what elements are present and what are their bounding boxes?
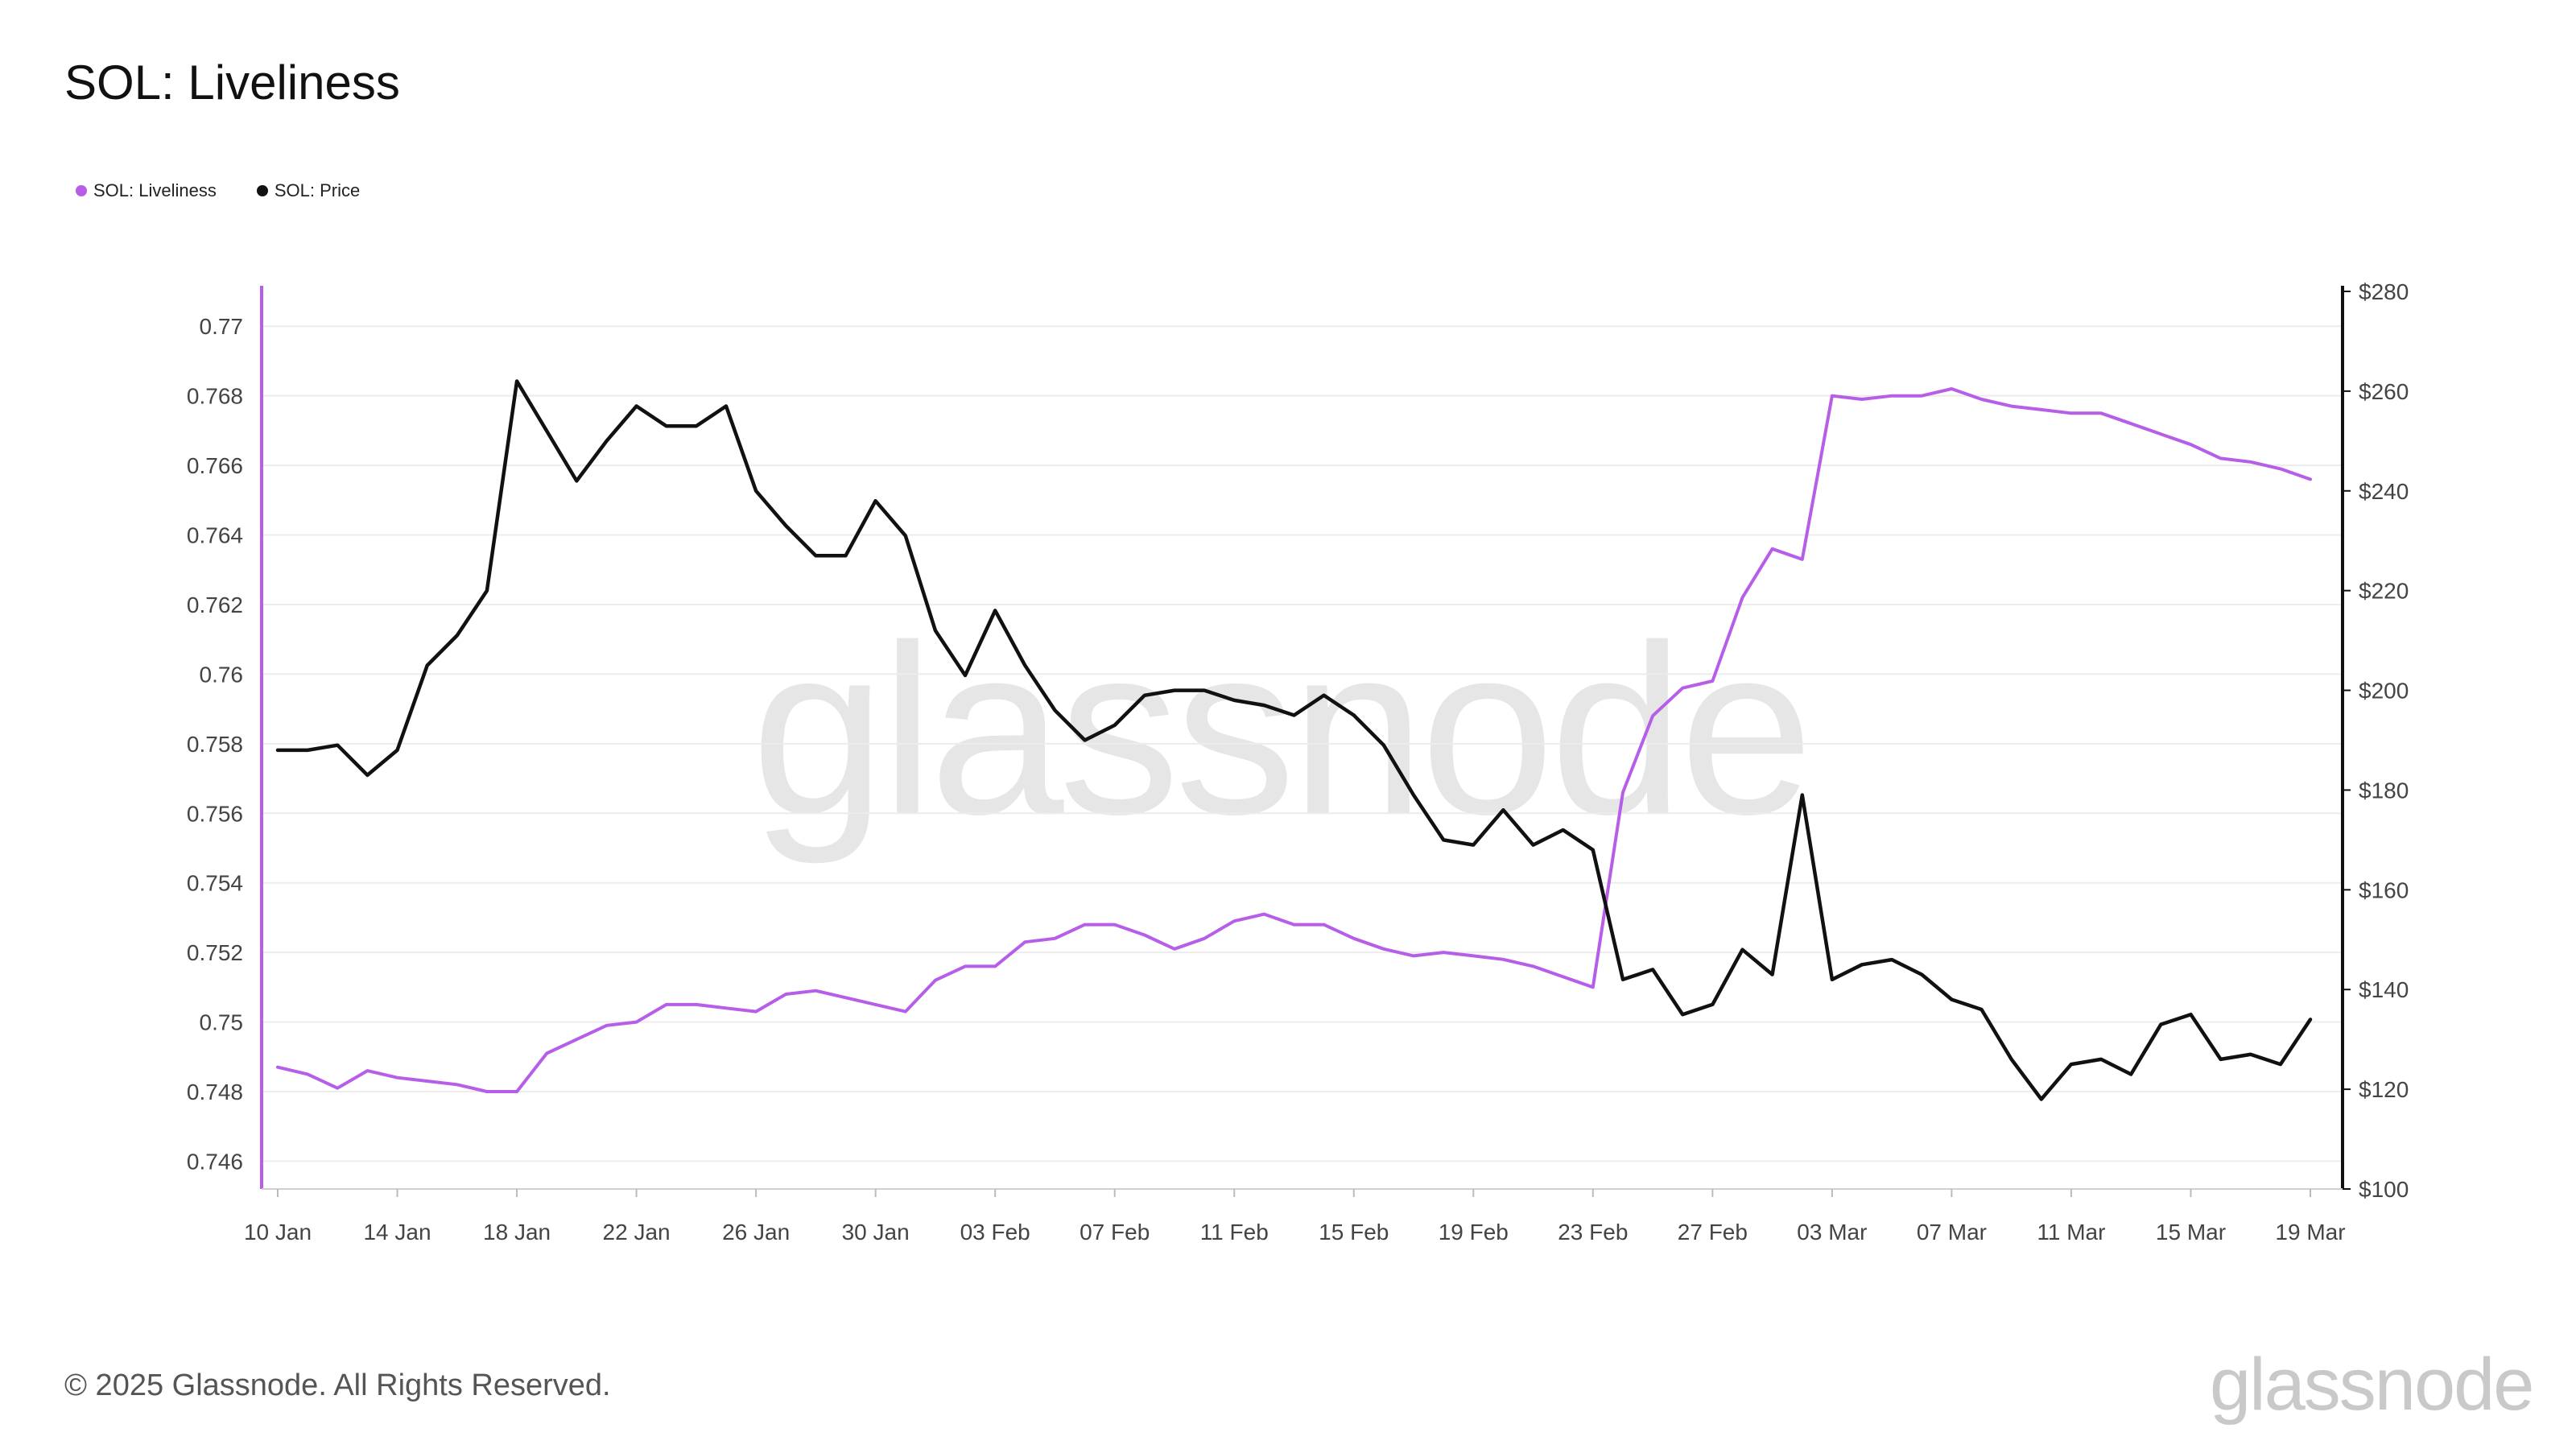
x-tick-label: 19 Mar (2275, 1220, 2345, 1245)
y-left-tick-label: 0.77 (200, 314, 244, 339)
copyright-text: © 2025 Glassnode. All Rights Reserved. (64, 1368, 611, 1402)
x-tick-label: 19 Feb (1439, 1220, 1509, 1245)
watermark: glassnode (751, 594, 1809, 866)
legend-label-liveliness: SOL: Liveliness (93, 180, 217, 200)
price-series-line[interactable] (275, 379, 2313, 1101)
y-left-tick-label: 0.752 (187, 940, 243, 965)
x-tick-label: 03 Mar (1797, 1220, 1867, 1245)
y-right-tick-label: $100 (2359, 1177, 2409, 1202)
y-left-tick-label: 0.75 (200, 1010, 244, 1035)
x-tick-label: 30 Jan (842, 1220, 910, 1245)
x-tick-label: 26 Jan (722, 1220, 790, 1245)
legend-item-liveliness[interactable]: SOL: Liveliness (76, 180, 217, 201)
x-tick-label: 11 Feb (1200, 1220, 1269, 1245)
y-right-tick-label: $140 (2359, 977, 2409, 1002)
y-left-tick-label: 0.768 (187, 384, 243, 409)
y-left-tick-label: 0.756 (187, 801, 243, 826)
y-left-tick-label: 0.762 (187, 592, 243, 617)
grid-lines (262, 325, 2343, 1162)
x-tick-label: 23 Feb (1558, 1220, 1628, 1245)
x-tick-label: 14 Jan (363, 1220, 431, 1245)
y-left-tick-label: 0.764 (187, 523, 243, 548)
chart-title: SOL: Liveliness (64, 56, 400, 109)
liveliness-legend-marker (76, 185, 87, 196)
y-left-tick-label: 0.754 (187, 871, 243, 896)
y-left-tick-label: 0.746 (187, 1149, 243, 1174)
x-tick-label: 15 Feb (1319, 1220, 1389, 1245)
series-group (275, 379, 2313, 1101)
x-tick-label: 18 Jan (483, 1220, 551, 1245)
legend-item-price[interactable]: SOL: Price (256, 180, 361, 201)
price-legend-marker (256, 185, 268, 196)
legend: SOL: Liveliness SOL: Price (76, 180, 360, 201)
x-tick-label: 03 Feb (960, 1220, 1030, 1245)
y-right-tick-label: $260 (2359, 379, 2409, 404)
y-left-tick-label: 0.748 (187, 1080, 243, 1104)
x-tick-label: 07 Feb (1080, 1220, 1150, 1245)
y-left-tick-label: 0.758 (187, 732, 243, 757)
y-right-tick-label: $220 (2359, 579, 2409, 604)
axes: 0.746 0.748 0.75 0.752 0.754 0.756 0.758 0.76 0.… (187, 279, 2409, 1245)
x-tick-label: 07 Mar (1917, 1220, 1987, 1245)
y-right-tick-label: $280 (2359, 279, 2409, 304)
x-tick-label: 10 Jan (244, 1220, 312, 1245)
x-tick-label: 15 Mar (2156, 1220, 2226, 1245)
y-right-tick-label: $180 (2359, 778, 2409, 803)
y-left-tick-label: 0.76 (200, 662, 244, 687)
x-tick-label: 22 Jan (603, 1220, 671, 1245)
x-tick-label: 27 Feb (1678, 1220, 1748, 1245)
liveliness-series-line[interactable] (276, 387, 2312, 1093)
y-right-tick-label: $160 (2359, 877, 2409, 902)
x-tick-label: 11 Mar (2037, 1220, 2105, 1245)
glassnode-logo[interactable]: glassnode (2210, 1344, 2534, 1426)
y-right-tick-label: $200 (2359, 679, 2409, 704)
y-right-tick-label: $120 (2359, 1077, 2409, 1102)
y-left-tick-label: 0.766 (187, 453, 243, 478)
y-right-tick-label: $240 (2359, 479, 2409, 504)
legend-label-price: SOL: Price (274, 180, 361, 200)
